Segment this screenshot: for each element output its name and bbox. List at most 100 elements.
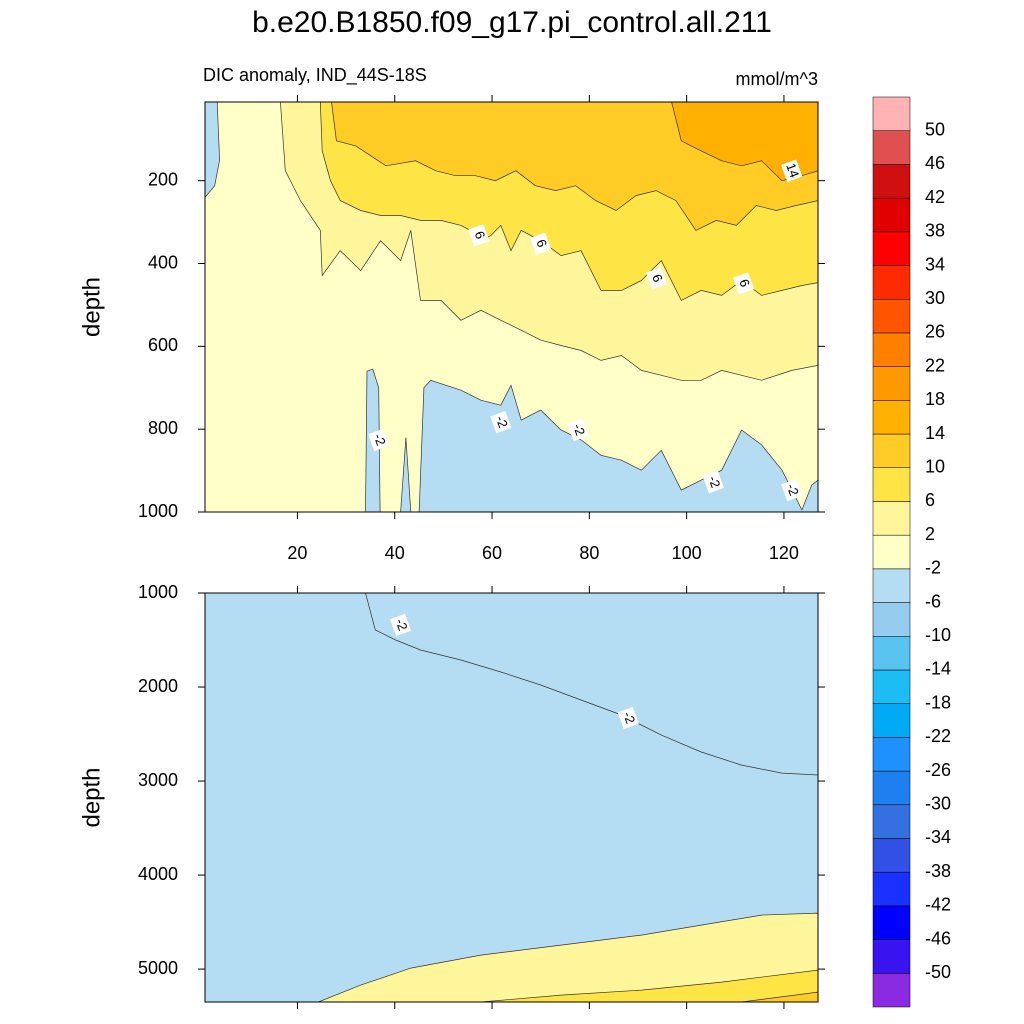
x-tick-label: 40 bbox=[385, 543, 405, 563]
contour-region bbox=[400, 437, 412, 512]
colorbar-label: 18 bbox=[925, 389, 945, 409]
contour-label-bg bbox=[781, 159, 803, 182]
colorbar-label: -26 bbox=[925, 760, 951, 780]
frame bbox=[204, 592, 819, 1003]
colorbar-label: 38 bbox=[925, 221, 945, 241]
colorbar-box bbox=[872, 164, 911, 199]
y-tick-label: 4000 bbox=[138, 864, 178, 884]
contour-label-text: 6 bbox=[472, 229, 489, 241]
y-tick-label: 1000 bbox=[138, 582, 178, 602]
x-tick-label: 80 bbox=[579, 543, 599, 563]
contour-label-bg bbox=[468, 224, 490, 247]
colorbar-box bbox=[872, 636, 911, 671]
y-axis-label: depth bbox=[78, 767, 105, 827]
colorbar-label: -34 bbox=[925, 827, 951, 847]
x-tick-label: 120 bbox=[769, 543, 799, 563]
colorbar-label: -38 bbox=[925, 861, 951, 881]
colorbar-box bbox=[872, 804, 911, 839]
units: mmol/m^3 bbox=[736, 69, 818, 89]
x-tick-label: 20 bbox=[287, 543, 307, 563]
colorbar-label: -42 bbox=[925, 895, 951, 915]
plot-area: -2 -2 bbox=[205, 593, 818, 1002]
contour-label-bg bbox=[732, 272, 755, 295]
colorbar-label: -50 bbox=[925, 962, 951, 982]
colorbar-box bbox=[872, 534, 911, 570]
colorbar-box bbox=[872, 366, 911, 401]
contour-region bbox=[205, 102, 220, 198]
colorbar-label: -30 bbox=[925, 794, 951, 814]
contour-label: 6 bbox=[468, 224, 490, 247]
contour-label: -2 bbox=[368, 428, 390, 452]
colorbar-label: -10 bbox=[925, 625, 951, 645]
y-tick-label: 400 bbox=[148, 252, 178, 272]
contour-label: -2 bbox=[781, 478, 803, 502]
contour-label-text: -2 bbox=[784, 482, 802, 498]
colorbar-label: 2 bbox=[925, 524, 935, 544]
contour-label-bg bbox=[389, 613, 412, 637]
y-tick-label: 2000 bbox=[138, 676, 178, 696]
colorbar-box bbox=[872, 467, 911, 502]
colorbar-box bbox=[872, 96, 911, 131]
contour-label: -2 bbox=[702, 470, 724, 494]
colorbar-box bbox=[872, 973, 911, 1008]
contour-label-text: -2 bbox=[620, 710, 638, 726]
y-axis-label: depth bbox=[78, 277, 105, 337]
colorbar-label: -14 bbox=[925, 659, 951, 679]
colorbar-box bbox=[872, 130, 911, 165]
colorbar-label: 6 bbox=[925, 490, 935, 510]
contour-label-bg bbox=[368, 428, 390, 452]
x-tick-label: 100 bbox=[672, 543, 702, 563]
colorbar-box bbox=[872, 568, 911, 603]
colorbar-label: -6 bbox=[925, 591, 941, 611]
y-tick-label: 3000 bbox=[138, 770, 178, 790]
y-tick-label: 600 bbox=[148, 335, 178, 355]
colorbar-label: 10 bbox=[925, 456, 945, 476]
contour-label-text: 14 bbox=[783, 161, 802, 180]
colorbar-box bbox=[872, 838, 911, 873]
colorbar-label: 34 bbox=[925, 254, 945, 274]
contour-label: -2 bbox=[567, 418, 589, 442]
colorbar-box bbox=[872, 231, 911, 266]
contour-label-text: -2 bbox=[371, 432, 389, 448]
contour-label-bg bbox=[645, 267, 668, 290]
contour-label-text: 6 bbox=[649, 272, 666, 284]
contour-region bbox=[318, 912, 818, 1002]
contour-region bbox=[671, 102, 818, 182]
colorbar-box bbox=[872, 501, 911, 536]
colorbar-label: 30 bbox=[925, 288, 945, 308]
colorbar-label: -22 bbox=[925, 726, 951, 746]
x-tick-label: 60 bbox=[482, 543, 502, 563]
contour-label-bg bbox=[530, 232, 552, 255]
contour-label-bg bbox=[617, 706, 639, 730]
y-tick-label: 1000 bbox=[138, 501, 178, 521]
frame bbox=[204, 101, 819, 513]
contour-label: -2 bbox=[617, 706, 639, 730]
contour-label-text: 6 bbox=[533, 237, 550, 249]
contour-label-text: -2 bbox=[493, 414, 511, 430]
colorbar-box bbox=[872, 703, 911, 738]
contour-region bbox=[480, 969, 818, 1002]
y-tick-label: 800 bbox=[148, 418, 178, 438]
colorbar-box bbox=[872, 939, 911, 974]
colorbar-box bbox=[872, 197, 911, 233]
contour-region bbox=[365, 593, 818, 776]
contour-label-text: 6 bbox=[736, 277, 753, 289]
colorbar-label: -46 bbox=[925, 928, 951, 948]
colorbar-box bbox=[872, 770, 911, 806]
contour-label-bg bbox=[781, 478, 803, 502]
colorbar-box bbox=[872, 400, 911, 435]
contour-label: -2 bbox=[490, 410, 512, 434]
contour-label: 6 bbox=[530, 232, 552, 255]
y-tick-label: 5000 bbox=[138, 958, 178, 978]
contour-region bbox=[741, 991, 818, 1002]
colorbar-box bbox=[872, 433, 911, 468]
colorbar-box bbox=[872, 737, 911, 772]
contour-label: 14 bbox=[781, 159, 803, 182]
contour-label-text: -2 bbox=[705, 474, 723, 490]
contour-label-text: -2 bbox=[393, 617, 411, 633]
colorbar-label: 26 bbox=[925, 322, 945, 342]
contour-label: 6 bbox=[645, 267, 668, 290]
colorbar-label: -18 bbox=[925, 692, 951, 712]
plot-area: 14 6 6 6 6 -2 -2 -2 -2 -2 bbox=[205, 102, 818, 512]
